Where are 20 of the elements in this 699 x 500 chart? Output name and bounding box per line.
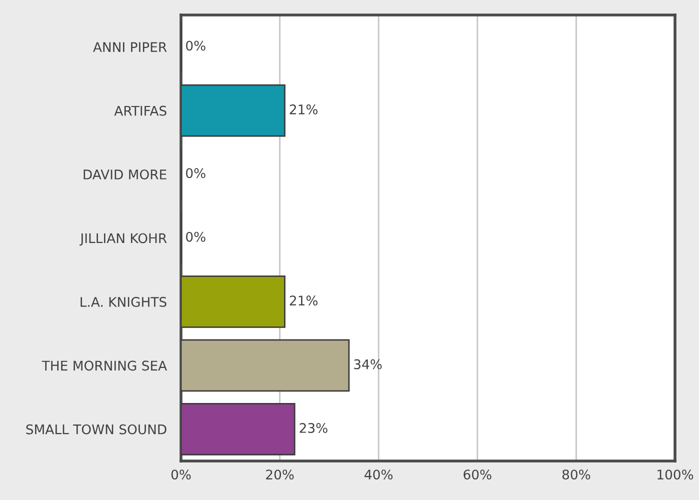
- x-tick-label: 100%: [658, 470, 694, 480]
- y-tick-label: L.A. KNIGHTS: [80, 296, 166, 307]
- y-tick-label: DAVID MORE: [84, 170, 166, 180]
- data-label: 23%: [300, 422, 328, 433]
- y-tick-label: SMALL TOWN SOUND: [26, 424, 166, 434]
- y-tick-label: THE MORNING SEA: [42, 360, 167, 371]
- data-label: 0%: [186, 232, 206, 242]
- data-label: 34%: [354, 359, 382, 370]
- y-tick-label: ANNI PIPER: [93, 42, 167, 52]
- x-tick-label: 80%: [562, 470, 590, 480]
- y-tick-label: ARTIFAS: [114, 106, 166, 116]
- data-label: 0%: [186, 168, 206, 178]
- y-tick-label: JILLIAN KOHR: [80, 233, 167, 246]
- x-tick-label: 60%: [464, 470, 492, 480]
- x-tick-label: 0%: [171, 470, 191, 480]
- data-label: 21%: [290, 296, 318, 306]
- data-label: 0%: [186, 40, 206, 51]
- x-tick-label: 20%: [266, 470, 294, 480]
- x-tick-label: 40%: [364, 470, 393, 480]
- data-label: 21%: [290, 104, 318, 114]
